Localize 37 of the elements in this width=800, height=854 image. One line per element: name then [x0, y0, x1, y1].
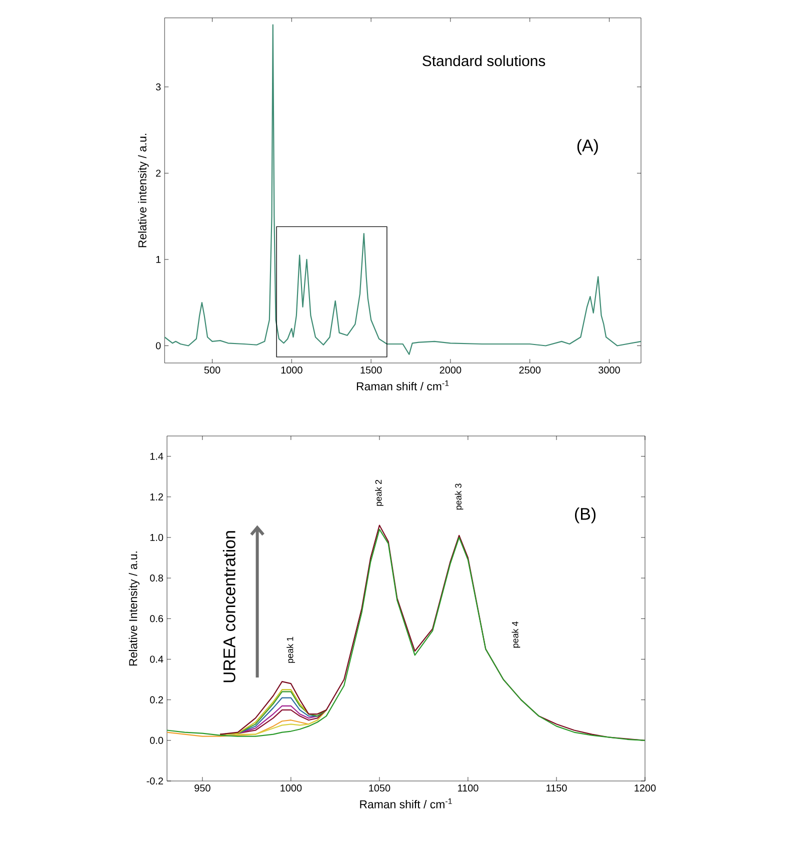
- text: Standard solutions: [422, 55, 546, 66]
- x-axis-title: Raman shift / cm$^{-1}$: [356, 380, 449, 390]
- y-axis-title: Relative intensity / a.u.: [138, 134, 149, 248]
- y-tick-label: 1: [156, 256, 161, 263]
- x-tick-label: 1500: [360, 366, 382, 374]
- x-tick-label: 1100: [458, 784, 478, 792]
- x-axis-title: Raman shift / cm$^{-1}$: [360, 798, 452, 808]
- x-tick-label: 2000: [440, 366, 462, 374]
- annotation: UREA concentration: [222, 531, 236, 682]
- y-tick-label: 1.2: [150, 493, 163, 500]
- y-tick-label: 1.4: [150, 452, 164, 460]
- annotation: (A): [577, 139, 598, 155]
- y-tick-label: 0.6: [150, 615, 164, 622]
- annotation: peak 2: [375, 480, 384, 506]
- y-tick-label: 0.2: [150, 696, 163, 704]
- y-axis-title: Relative Intensity / a.u.: [128, 552, 140, 666]
- annotation: (B): [575, 507, 596, 524]
- annotation: peak 1: [286, 636, 295, 663]
- y-tick-label: 2: [156, 170, 161, 177]
- x-tick-label: 2500: [519, 366, 541, 374]
- y-tick-label: -0.2: [146, 777, 163, 785]
- x-tick-label: 1200: [634, 784, 656, 792]
- y-tick-label: 0: [156, 342, 161, 350]
- x-tick-label: 1050: [369, 784, 390, 792]
- annotation: peak 3: [454, 484, 464, 510]
- x-tick-label: 3000: [598, 366, 620, 374]
- x-tick-label: 1000: [281, 366, 302, 374]
- annotation: peak 4: [512, 622, 520, 648]
- y-tick-label: 0.0: [150, 736, 164, 744]
- y-tick-label: 3: [156, 83, 161, 90]
- y-tick-label: 0.4: [150, 656, 164, 663]
- y-tick-label: 1.0: [150, 534, 164, 541]
- y-tick-label: 0.8: [150, 574, 164, 582]
- x-tick-label: 1150: [546, 784, 567, 792]
- x-tick-label: 500: [204, 366, 220, 374]
- x-tick-label: 950: [194, 784, 210, 792]
- x-tick-label: 1000: [280, 784, 302, 792]
